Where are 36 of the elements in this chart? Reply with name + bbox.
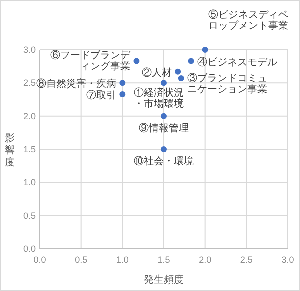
- point: [120, 91, 126, 98]
- point: [161, 80, 167, 86]
- annotation: ③ブランドコミュニケーション事業: [187, 72, 268, 96]
- x-tick-label: 0.0: [34, 255, 46, 265]
- point: [120, 80, 126, 86]
- annotation: ⑦取引: [86, 89, 117, 102]
- y-tick-label: 1.5: [23, 144, 36, 154]
- x-tick-label: 2.0: [199, 255, 212, 265]
- point: [202, 47, 208, 53]
- y-tick-label: 1.0: [23, 178, 36, 188]
- annotation: ①経済状況・市場環境: [134, 87, 184, 110]
- annotation: ⑤ビジネスディベロップメント事業: [208, 9, 288, 32]
- annotation: ②人材: [142, 66, 172, 79]
- x-tick-label: 3.0: [282, 255, 294, 265]
- annotation: ⑥フードブランディング事業: [50, 49, 132, 72]
- x-tick-label: 1.5: [158, 255, 170, 265]
- x-tick-label: 2.5: [240, 255, 253, 265]
- y-tick-label: 2.5: [23, 78, 36, 88]
- y-tick-label: 0.5: [23, 210, 36, 221]
- point: [134, 58, 140, 64]
- annotation: ⑨情報管理: [139, 122, 189, 134]
- point: [175, 68, 182, 75]
- y-axis-title: 影響度: [5, 132, 15, 168]
- x-tick-label: 1.0: [116, 255, 129, 265]
- annotation: ④ビジネスモデル: [197, 56, 278, 68]
- point: [161, 113, 167, 120]
- annotation: ⑩社会・環境: [134, 156, 194, 168]
- y-tick-label: 0.0: [23, 244, 36, 254]
- x-axis-title: 発生頻度: [144, 274, 184, 286]
- y-tick-label: 3.0: [23, 45, 36, 55]
- annotation: ⑧自然災害・疾病: [36, 78, 117, 90]
- x-tick-label: 0.5: [75, 255, 88, 265]
- y-tick-label: 2.0: [23, 111, 36, 122]
- point: [188, 58, 194, 64]
- point: [178, 76, 184, 82]
- point: [161, 146, 167, 152]
